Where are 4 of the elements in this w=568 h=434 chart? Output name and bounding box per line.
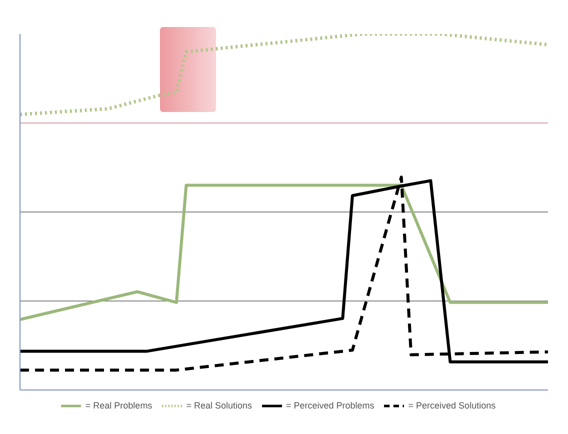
legend-label: = Perceived Solutions [408,400,496,410]
legend-label: = Real Solutions [186,400,252,410]
legend-label: = Real Problems [85,400,152,410]
legend-label: = Perceived Problems [286,400,374,410]
